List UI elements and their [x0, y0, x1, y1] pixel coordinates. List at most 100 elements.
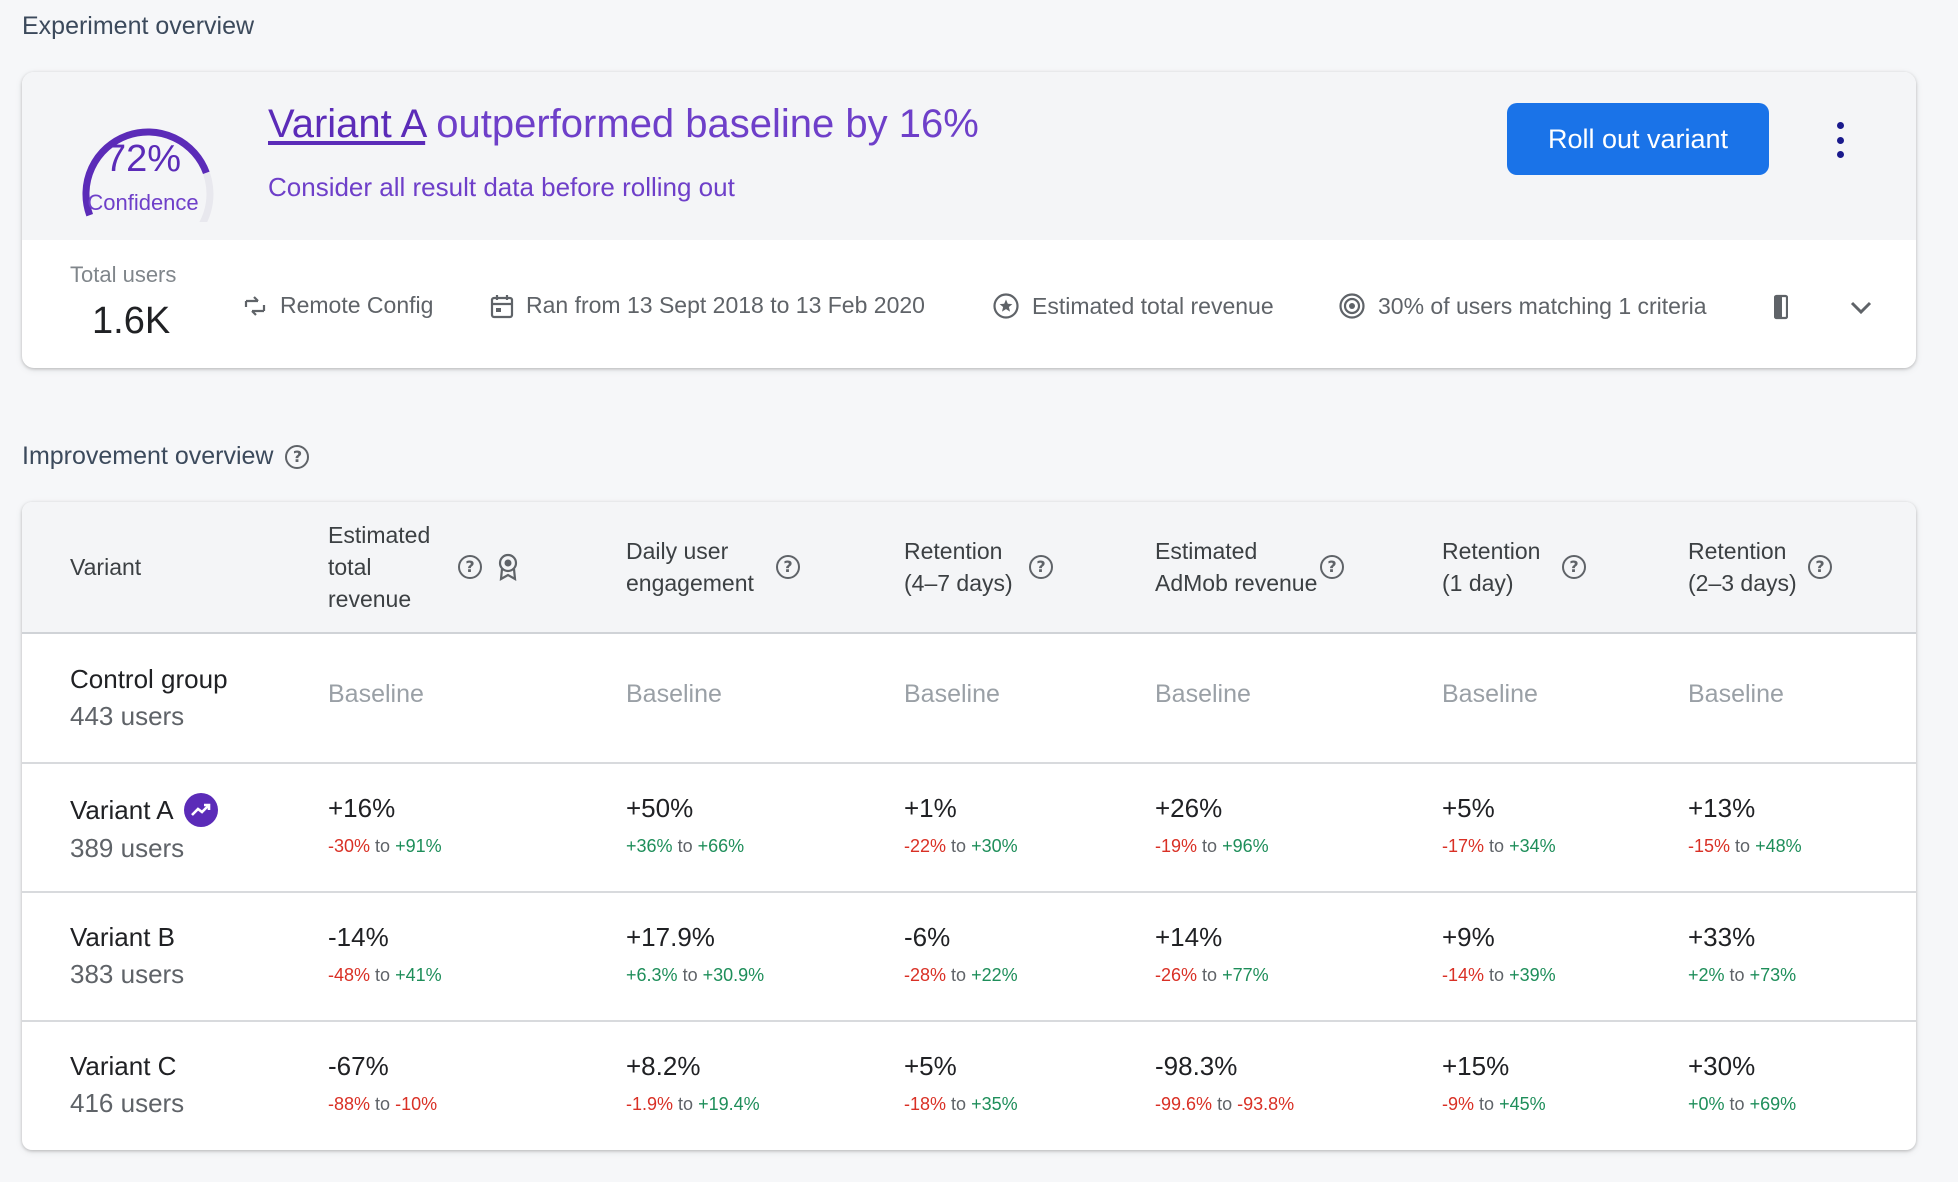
interval-to: to	[375, 965, 391, 985]
help-icon[interactable]: ?	[1808, 555, 1832, 579]
confidence-interval: -48% to +41%	[328, 965, 442, 986]
interval-to: to	[1735, 836, 1751, 856]
result-subline: Consider all result data before rolling …	[268, 172, 735, 202]
column-header-label: Estimated total revenue	[328, 522, 431, 612]
interval-high: +19.4%	[698, 1094, 760, 1114]
metric-value: +15%	[1442, 1051, 1510, 1081]
interval-low: -17%	[1442, 836, 1485, 856]
confidence-interval: -26% to +77%	[1155, 965, 1269, 986]
confidence-interval: -14% to +39%	[1442, 965, 1556, 986]
table-row: Variant C 416 users -67% -88% to -10% +8.2% -…	[22, 1021, 1916, 1149]
chevron-down-icon[interactable]	[1848, 298, 1874, 321]
interval-high: +77%	[1222, 965, 1269, 985]
interval-high: +22%	[971, 965, 1018, 985]
column-header-label: Daily user engagement	[626, 538, 754, 596]
interval-to: to	[1202, 965, 1218, 985]
interval-to: to	[682, 965, 698, 985]
variant-name: Variant A	[70, 794, 174, 825]
interval-to: to	[375, 1094, 391, 1114]
metric-cell: -6% -28% to +22%	[904, 922, 1018, 986]
meta-remote-config: Remote Config	[242, 292, 433, 319]
help-icon[interactable]: ?	[776, 555, 800, 579]
help-icon[interactable]: ?	[285, 444, 310, 469]
metric-cell: +5% -17% to +34%	[1442, 793, 1556, 857]
metric-cell: +14% -26% to +77%	[1155, 922, 1269, 986]
interval-to: to	[678, 1094, 694, 1114]
variant-user-count: 383 users	[70, 959, 185, 989]
interval-high: +45%	[1499, 1094, 1546, 1114]
help-icon[interactable]: ?	[458, 555, 482, 579]
confidence-interval: -1.9% to +19.4%	[626, 1094, 760, 1115]
roll-out-variant-button[interactable]: Roll out variant	[1507, 103, 1769, 175]
metric-cell: +13% -15% to +48%	[1688, 793, 1802, 857]
interval-to: to	[375, 836, 391, 856]
interval-high: +91%	[395, 836, 442, 856]
experiment-summary-card: 72% Confidence Variant A outperformed ba…	[22, 72, 1916, 368]
variant-cell: Variant B 383 users	[70, 922, 184, 990]
metric-value: +5%	[904, 1051, 957, 1081]
metric-cell: +30% +0% to +69%	[1688, 1051, 1796, 1115]
confidence-interval: -28% to +22%	[904, 965, 1018, 986]
metric-value: +33%	[1688, 922, 1756, 952]
metric-value: +30%	[1688, 1051, 1756, 1081]
variant-a-link[interactable]: Variant A	[268, 102, 426, 146]
column-header-icons: ?	[776, 555, 800, 579]
more-vert-icon[interactable]	[1830, 122, 1850, 158]
improvement-overview-title: Improvement overview ?	[22, 442, 310, 471]
metric-cell: -14% -48% to +41%	[328, 922, 442, 986]
help-icon[interactable]: ?	[1029, 555, 1053, 579]
total-users-label: Total users	[70, 262, 177, 287]
trending-up-icon	[183, 793, 218, 827]
interval-low: -18%	[904, 1094, 947, 1114]
help-icon[interactable]: ?	[1320, 555, 1344, 579]
interval-to: to	[1202, 836, 1218, 856]
metric-value: +1%	[904, 793, 957, 823]
metric-value: -14%	[328, 922, 389, 952]
interval-to: to	[1729, 965, 1745, 985]
table-row: Variant A 389 users +16% -30% to +91% +50% +3…	[22, 763, 1916, 893]
device-icon	[1773, 294, 1789, 325]
confidence-gauge: 72% Confidence	[68, 102, 228, 222]
interval-high: +69%	[1749, 1094, 1797, 1114]
variant-name-line: Control group	[70, 664, 228, 695]
variant-name: Variant C	[70, 1051, 177, 1081]
metric-cell: +5% -18% to +35%	[904, 1051, 1018, 1115]
metric-value: +13%	[1688, 793, 1756, 823]
confidence-label: Confidence	[87, 190, 199, 215]
column-header: Estimated total revenue?	[328, 502, 520, 632]
help-icon[interactable]: ?	[1562, 555, 1586, 579]
interval-to: to	[677, 836, 693, 856]
interval-high: +30.9%	[702, 965, 765, 985]
baseline-label: Baseline	[1688, 680, 1784, 708]
experiment-meta-bar: Total users 1.6K Remote Config Ran from …	[22, 240, 1916, 368]
interval-high: +73%	[1749, 965, 1797, 985]
variant-name-line: Variant A	[70, 793, 218, 827]
column-header-label: Retention (4–7 days)	[904, 538, 1013, 596]
interval-to: to	[1479, 1094, 1495, 1114]
interval-low: +6.3%	[626, 965, 678, 985]
metric-cell: +9% -14% to +39%	[1442, 922, 1556, 986]
interval-low: -26%	[1155, 965, 1198, 985]
interval-low: -15%	[1688, 836, 1731, 856]
remote-config-icon	[244, 295, 266, 316]
interval-to: to	[1729, 1094, 1745, 1114]
experiment-overview-title: Experiment overview	[22, 12, 255, 40]
interval-to: to	[1217, 1094, 1233, 1114]
confidence-interval: +6.3% to +30.9%	[626, 965, 764, 986]
metric-value: +9%	[1442, 922, 1495, 952]
variant-cell: Variant A 389 users	[70, 793, 218, 864]
confidence-interval: -18% to +35%	[904, 1094, 1018, 1115]
interval-high: +41%	[395, 965, 442, 985]
interval-low: -22%	[904, 836, 947, 856]
improvement-table: Variant Estimated total revenue? Daily use…	[22, 502, 1916, 1150]
interval-low: +2%	[1688, 965, 1725, 985]
improvement-overview-label: Improvement overview	[22, 442, 274, 470]
metric-value: +14%	[1155, 922, 1223, 952]
target-icon	[1339, 293, 1365, 319]
variant-name-line: Variant C	[70, 1051, 184, 1082]
column-header-label: Variant	[70, 554, 142, 580]
interval-to: to	[951, 965, 967, 985]
baseline-label: Baseline	[1442, 680, 1538, 708]
confidence-interval: -19% to +96%	[1155, 836, 1269, 857]
metric-cell: +16% -30% to +91%	[328, 793, 442, 857]
